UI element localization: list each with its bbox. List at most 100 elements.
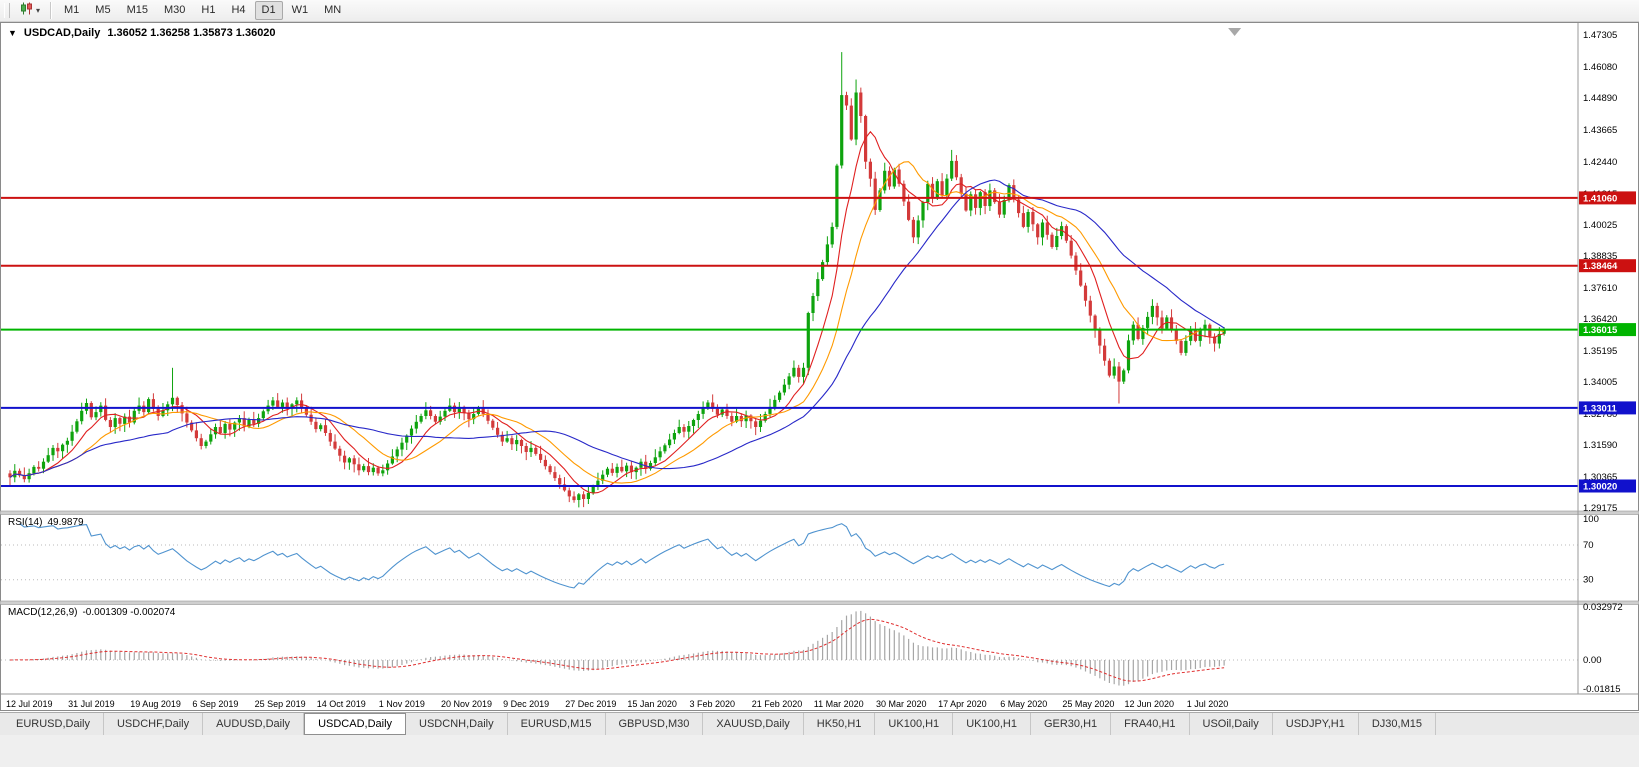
- window-menu-icon[interactable]: ▼: [8, 27, 17, 38]
- svg-text:14 Oct 2019: 14 Oct 2019: [317, 699, 366, 709]
- price-badge-1.38464: [1579, 259, 1636, 273]
- tab-10-uk100-h1[interactable]: UK100,H1: [953, 713, 1031, 735]
- tab-5-eurusd-m15[interactable]: EURUSD,M15: [508, 713, 606, 735]
- svg-text:12 Jul 2019: 12 Jul 2019: [6, 699, 53, 709]
- timeframe-h1[interactable]: H1: [201, 4, 216, 17]
- timeframe-buttons: M1 M5 M15 M30 H1 H4 D1 W1 MN: [56, 1, 349, 20]
- svg-text:21 Feb 2020: 21 Feb 2020: [752, 699, 803, 709]
- svg-text:3 Feb 2020: 3 Feb 2020: [690, 699, 736, 709]
- svg-text:1.36420: 1.36420: [1583, 314, 1617, 325]
- rsi-axis[interactable]: 100 70 30: [1583, 514, 1599, 586]
- timeframe-m5[interactable]: M5: [95, 4, 111, 17]
- chart-ohlc-values: 1.36052 1.36258 1.35873 1.36020: [107, 27, 276, 39]
- timeframe-w1[interactable]: W1: [291, 4, 309, 17]
- chart-title: ▼ USDCAD,Daily 1.36052 1.36258 1.35873 1…: [8, 27, 276, 39]
- tab-3-usdcad-daily[interactable]: USDCAD,Daily: [304, 713, 407, 735]
- svg-text:1.47305: 1.47305: [1583, 30, 1617, 41]
- tab-6-gbpusd-m30[interactable]: GBPUSD,M30: [606, 713, 704, 735]
- svg-text:19 Aug 2019: 19 Aug 2019: [130, 699, 181, 709]
- timeframe-mn[interactable]: MN: [324, 4, 342, 17]
- tab-9-uk100-h1[interactable]: UK100,H1: [875, 713, 954, 735]
- tab-11-ger30-h1[interactable]: GER30,H1: [1031, 713, 1112, 735]
- panel-splitter-1[interactable]: [0, 600, 1639, 605]
- tab-4-usdcnh-daily[interactable]: USDCNH,Daily: [406, 713, 508, 735]
- svg-text:1 Jul 2020: 1 Jul 2020: [1187, 699, 1229, 709]
- svg-text:0.00: 0.00: [1583, 655, 1602, 666]
- tab-14-usdjpy-h1[interactable]: USDJPY,H1: [1273, 713, 1359, 735]
- svg-text:11 Mar 2020: 11 Mar 2020: [814, 699, 864, 709]
- bottom-filler: [0, 735, 1639, 767]
- price-badge-1.30020: [1579, 479, 1636, 493]
- tab-1-usdchf-daily[interactable]: USDCHF,Daily: [104, 713, 204, 735]
- macd-name: MACD(12,26,9): [8, 607, 78, 618]
- svg-text:30: 30: [1583, 575, 1594, 586]
- chart-background[interactable]: [0, 22, 1639, 712]
- svg-text:1.44890: 1.44890: [1583, 93, 1617, 104]
- svg-text:1.38464: 1.38464: [1583, 261, 1618, 272]
- price-badge-1.33011: [1579, 401, 1636, 415]
- timeframe-d1[interactable]: D1: [254, 1, 283, 20]
- svg-text:1.31590: 1.31590: [1583, 440, 1617, 451]
- svg-text:30 Mar 2020: 30 Mar 2020: [876, 699, 927, 709]
- macd-label: MACD(12,26,9) -0.001309 -0.002074: [8, 607, 175, 618]
- svg-text:12 Jun 2020: 12 Jun 2020: [1125, 699, 1175, 709]
- svg-text:1.30020: 1.30020: [1583, 482, 1617, 493]
- svg-text:1.46080: 1.46080: [1583, 62, 1617, 73]
- timeframe-m30[interactable]: M30: [163, 4, 186, 17]
- price-badge-1.41060: [1579, 191, 1636, 205]
- svg-text:1.29175: 1.29175: [1583, 503, 1617, 514]
- macd-values: -0.001309 -0.002074: [82, 607, 176, 618]
- svg-text:6 May 2020: 6 May 2020: [1000, 699, 1047, 709]
- svg-text:20 Nov 2019: 20 Nov 2019: [441, 699, 492, 709]
- svg-text:25 May 2020: 25 May 2020: [1062, 699, 1114, 709]
- moving-average-34: [9, 179, 1225, 478]
- chart-tabs: EURUSD,Daily USDCHF,Daily AUDUSD,Daily USDC…: [0, 712, 1639, 735]
- svg-text:1.43665: 1.43665: [1583, 125, 1617, 136]
- svg-text:1.34005: 1.34005: [1583, 377, 1617, 388]
- panel-splitter-0[interactable]: [0, 510, 1639, 515]
- timeframe-m15[interactable]: M15: [126, 4, 148, 17]
- svg-text:1.42440: 1.42440: [1583, 157, 1617, 168]
- svg-text:17 Apr 2020: 17 Apr 2020: [938, 699, 987, 709]
- toolbar-grip[interactable]: [4, 3, 10, 18]
- chart-type-button[interactable]: ▾: [15, 0, 45, 22]
- toolbar-separator: [50, 2, 52, 19]
- svg-text:70: 70: [1583, 540, 1594, 551]
- svg-text:27 Dec 2019: 27 Dec 2019: [565, 699, 616, 709]
- macd-signal-line: [9, 618, 1225, 682]
- chart-shift-marker-icon[interactable]: [1228, 28, 1242, 36]
- svg-text:1.30365: 1.30365: [1583, 472, 1617, 483]
- tab-15-dj30-m15[interactable]: DJ30,M15: [1359, 713, 1436, 735]
- top-toolbar: ▾ M1 M5 M15 M30 H1 H4 D1 W1 MN: [0, 0, 1639, 22]
- tab-13-usoil-daily[interactable]: USOil,Daily: [1190, 713, 1273, 735]
- chart-symbol-period: USDCAD,Daily: [23, 27, 101, 39]
- time-axis[interactable]: 12 Jul 2019 31 Jul 2019 19 Aug 2019 6 Sep 2…: [6, 699, 1228, 709]
- tab-7-xauusd-daily[interactable]: XAUUSD,Daily: [703, 713, 804, 735]
- candlesticks: [8, 52, 1226, 508]
- svg-text:100: 100: [1583, 514, 1599, 525]
- svg-text:1.40025: 1.40025: [1583, 220, 1617, 231]
- rsi-value: 49.9879: [47, 517, 84, 528]
- tab-8-hk50-h1[interactable]: HK50,H1: [804, 713, 876, 735]
- rsi-level-lines: [1, 544, 1578, 581]
- svg-text:0.032972: 0.032972: [1583, 602, 1623, 613]
- candlestick-chart-icon: [20, 2, 33, 20]
- timeframe-m1[interactable]: M1: [64, 4, 80, 17]
- macd-axis[interactable]: 0.032972 0.00 -0.01815: [1583, 602, 1623, 695]
- price-axis[interactable]: 1.473051.460801.448901.436651.424401.412…: [1583, 30, 1617, 514]
- price-badge-1.36015: [1579, 323, 1636, 337]
- svg-text:1.38835: 1.38835: [1583, 251, 1617, 262]
- rsi-name: RSI(14): [8, 517, 43, 528]
- svg-text:9 Dec 2019: 9 Dec 2019: [503, 699, 549, 709]
- macd-histogram: [14, 610, 1225, 686]
- tab-12-fra40-h1[interactable]: FRA40,H1: [1111, 713, 1190, 735]
- svg-text:1.37610: 1.37610: [1583, 283, 1617, 294]
- svg-text:1.32780: 1.32780: [1583, 409, 1617, 420]
- tab-2-audusd-daily[interactable]: AUDUSD,Daily: [203, 713, 305, 735]
- svg-text:1 Nov 2019: 1 Nov 2019: [379, 699, 425, 709]
- timeframe-h4[interactable]: H4: [231, 4, 246, 17]
- tab-0-eurusd-daily[interactable]: EURUSD,Daily: [3, 713, 104, 735]
- svg-text:6 Sep 2019: 6 Sep 2019: [192, 699, 238, 709]
- svg-text:1.35195: 1.35195: [1583, 346, 1617, 357]
- chart-canvas[interactable]: 1.473051.460801.448901.436651.424401.412…: [0, 22, 1639, 712]
